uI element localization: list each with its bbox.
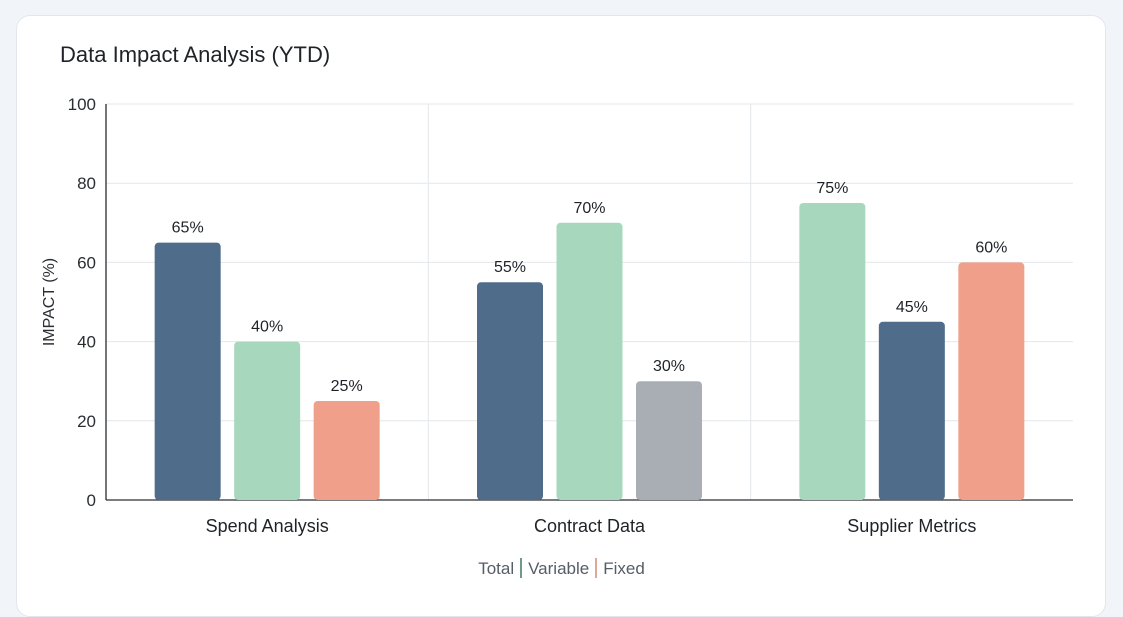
legend-item-variable[interactable]: Variable [528, 559, 590, 578]
y-tick-label: 60 [77, 253, 96, 272]
legend-separator [520, 558, 523, 578]
bar [154, 242, 221, 500]
bar-chart: 0 20 40 60 80 100 IMPACT (%) Spend Analysis 65% 4… [41, 95, 1073, 536]
data-label: 70% [573, 200, 605, 217]
data-label: 25% [331, 378, 363, 395]
y-tick-label: 40 [77, 333, 96, 352]
legend-item-total[interactable]: Total [478, 559, 515, 578]
legend-separator [595, 558, 598, 578]
bar [958, 262, 1025, 500]
bar [556, 222, 623, 501]
bar [636, 381, 702, 500]
y-tick-label: 100 [68, 95, 96, 114]
bar [878, 321, 945, 500]
y-axis-label: IMPACT (%) [41, 258, 58, 346]
bar [313, 401, 380, 500]
y-tick-label: 80 [77, 174, 96, 193]
legend: Total Variable Fixed [0, 558, 1123, 579]
data-label: 40% [251, 319, 283, 336]
data-label: 60% [975, 239, 1007, 256]
legend-item-fixed[interactable]: Fixed [603, 559, 645, 578]
chart-title: Data Impact Analysis (YTD) [60, 42, 331, 67]
y-tick-label: 20 [77, 412, 96, 431]
x-tick-label: Spend Analysis [206, 516, 329, 536]
bar [477, 282, 543, 500]
bar [799, 203, 866, 500]
x-tick-label: Contract Data [534, 516, 646, 536]
y-tick-label: 0 [87, 491, 96, 510]
bar [234, 341, 301, 500]
data-label: 65% [172, 220, 204, 237]
x-tick-label: Supplier Metrics [847, 516, 976, 536]
data-label: 45% [896, 299, 928, 316]
data-label: 75% [816, 180, 848, 197]
data-label: 55% [494, 259, 526, 276]
data-label: 30% [653, 358, 685, 375]
